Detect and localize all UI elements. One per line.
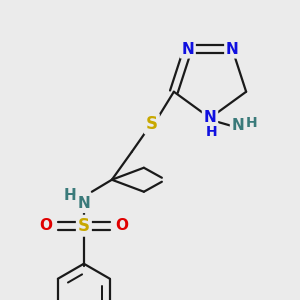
Text: H: H <box>206 125 218 139</box>
Text: O: O <box>116 218 128 233</box>
Text: S: S <box>146 115 158 133</box>
Text: O: O <box>39 218 52 233</box>
Text: N: N <box>232 118 244 134</box>
Text: N: N <box>226 42 239 57</box>
Text: N: N <box>181 42 194 57</box>
Text: N: N <box>77 196 90 211</box>
Text: S: S <box>78 217 90 235</box>
Text: H: H <box>246 116 258 130</box>
Text: H: H <box>64 188 76 203</box>
Text: N: N <box>204 110 216 125</box>
